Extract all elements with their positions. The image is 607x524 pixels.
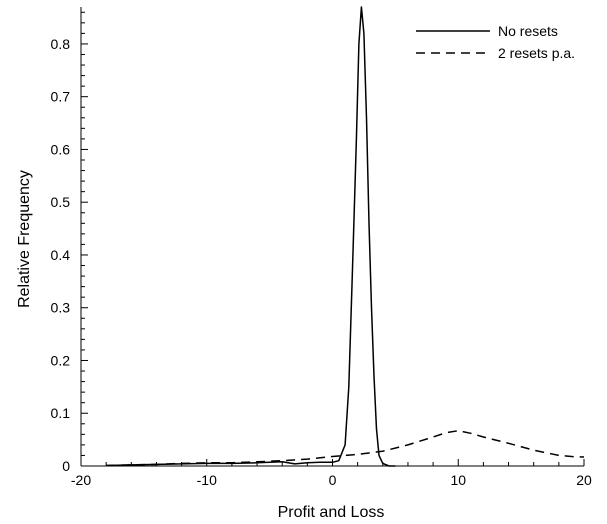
- legend-label-2: 2 resets p.a.: [498, 45, 575, 61]
- y-tick-label: 0.4: [51, 247, 71, 263]
- x-tick-label: 20: [576, 472, 592, 488]
- y-tick-label: 0.7: [51, 89, 71, 105]
- y-tick-label: 0.2: [51, 352, 71, 368]
- x-tick-label: 10: [450, 472, 466, 488]
- y-tick-label: 0: [62, 458, 70, 474]
- y-tick-label: 0.6: [51, 141, 71, 157]
- y-tick-label: 0.1: [51, 405, 71, 421]
- x-tick-label: -20: [71, 472, 91, 488]
- series-line-1: [106, 6, 396, 467]
- x-tick-label: -10: [197, 472, 217, 488]
- axes: -20 -10 0 10 20 0 0.1 0.2 0.3 0.4 0.5 0.6 0.7 0.8: [51, 7, 592, 488]
- series-line-2: [106, 429, 585, 467]
- y-tick-label: 0.3: [51, 300, 71, 316]
- legend-label-1: No resets: [498, 23, 558, 39]
- y-tick-label: 0.5: [51, 194, 71, 210]
- y-tick-label: 0.8: [51, 36, 71, 52]
- x-axis-title: Profit and Loss: [278, 504, 385, 521]
- x-tick-label: 0: [329, 472, 337, 488]
- series-layer: [106, 6, 585, 467]
- legend: No resets 2 resets p.a.: [416, 23, 575, 61]
- y-axis-title: Relative Frequency: [16, 170, 33, 308]
